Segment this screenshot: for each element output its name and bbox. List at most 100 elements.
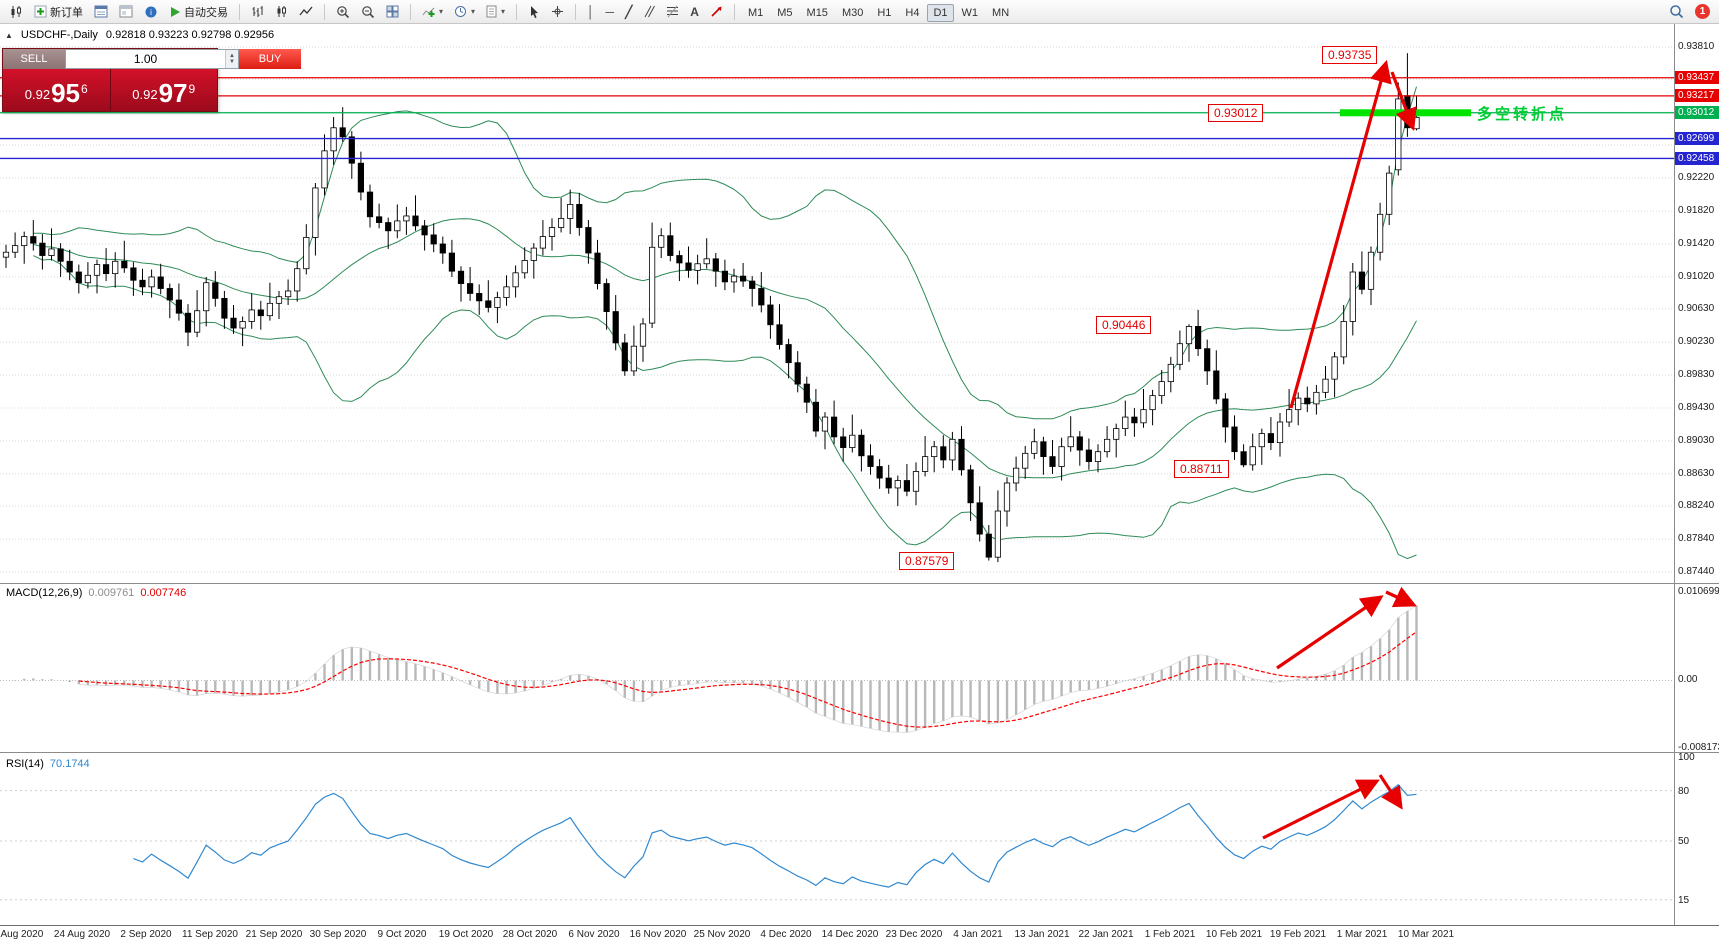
line-chart-icon[interactable] xyxy=(294,3,318,21)
panel-splitter[interactable] xyxy=(0,582,1719,586)
buy-price-big: 97 xyxy=(158,78,188,108)
buy-price[interactable]: 0.92 97 9 xyxy=(111,69,218,111)
volume-stepper[interactable]: ▲ ▼ xyxy=(65,49,239,69)
zoom-in-icon[interactable] xyxy=(331,3,355,21)
spin-up-icon[interactable]: ▲ xyxy=(229,53,235,59)
timeframe-m1[interactable]: M1 xyxy=(747,6,764,19)
one-click-collapse-icon[interactable]: ▲ xyxy=(5,30,13,40)
timeframe-h4[interactable]: H4 xyxy=(905,6,920,19)
plus-icon xyxy=(34,5,47,18)
symbol-name: USDCHF-,Daily xyxy=(20,29,98,41)
text-icon[interactable]: A xyxy=(690,4,699,19)
toolbar-separator xyxy=(410,3,411,20)
timeframe-m15[interactable]: M15 xyxy=(806,6,828,19)
spin-down-icon[interactable]: ▼ xyxy=(229,59,235,65)
price-scale-label: 0.92220 xyxy=(1678,172,1715,184)
rsi-scale-label: 80 xyxy=(1678,785,1690,797)
price-scale-label: 0.88240 xyxy=(1678,500,1715,512)
price-scale-label: 0.90230 xyxy=(1678,336,1715,348)
cursor-icon[interactable] xyxy=(523,3,545,21)
date-label: 9 Oct 2020 xyxy=(377,929,427,940)
market-watch-icon[interactable] xyxy=(89,3,113,21)
price-callout[interactable]: 0.87579 xyxy=(899,552,955,570)
autotrading-button[interactable]: 自动交易 xyxy=(164,3,233,21)
channel-icon[interactable] xyxy=(638,3,660,21)
date-label: 30 Sep 2020 xyxy=(309,929,367,940)
date-label: 10 Feb 2021 xyxy=(1205,929,1263,940)
price-scale-label: 0.89030 xyxy=(1678,434,1715,446)
timeframe-m30[interactable]: M30 xyxy=(841,6,864,19)
price-callout[interactable]: 0.90446 xyxy=(1096,316,1152,334)
navigator-icon[interactable]: i xyxy=(139,3,163,21)
timeframe-w1[interactable]: W1 xyxy=(961,6,979,19)
volume-input[interactable] xyxy=(66,50,225,68)
date-label: 25 Nov 2020 xyxy=(693,929,751,940)
date-label: 1 Feb 2021 xyxy=(1144,929,1196,940)
vertical-line-icon[interactable]: │ xyxy=(587,4,595,19)
date-label: 10 Mar 2021 xyxy=(1397,929,1455,940)
timeframe-d1[interactable]: D1 xyxy=(927,3,954,22)
bar-chart-icon[interactable] xyxy=(246,3,269,21)
timeframe-mn[interactable]: MN xyxy=(992,6,1010,19)
candlestick-icon[interactable] xyxy=(270,3,293,21)
data-window-icon[interactable] xyxy=(114,3,138,21)
toolbar-separator xyxy=(575,3,577,20)
play-icon xyxy=(171,6,180,17)
volume-spin[interactable]: ▲ ▼ xyxy=(225,50,238,68)
toolbar-separator xyxy=(324,3,325,20)
macd-scale-label: 0.010699 xyxy=(1678,586,1719,597)
trendline-icon[interactable]: ╱ xyxy=(625,4,633,19)
sell-price[interactable]: 0.92 95 6 xyxy=(3,69,110,111)
rsi-scale-label: 15 xyxy=(1678,894,1690,906)
date-label: 6 Nov 2020 xyxy=(568,929,620,940)
candlestick-chart-icon[interactable] xyxy=(4,3,28,21)
zoom-out-icon[interactable] xyxy=(356,3,380,21)
date-label: 11 Sep 2020 xyxy=(182,929,238,940)
notification-badge[interactable]: 1 xyxy=(1690,3,1715,21)
sell-button[interactable]: SELL xyxy=(3,49,65,69)
periods-button[interactable]: ▾ xyxy=(449,3,480,21)
price-divider xyxy=(109,69,111,111)
timeframe-h1[interactable]: H1 xyxy=(877,6,892,19)
indicators-button[interactable]: ▾ xyxy=(417,3,448,21)
date-label: 4 Jan 2021 xyxy=(953,929,1003,940)
price-callout[interactable]: 0.88711 xyxy=(1174,460,1229,478)
toolbar-separator xyxy=(516,3,518,20)
price-level-badge: 0.92458 xyxy=(1675,151,1719,165)
price-scale-label: 0.93810 xyxy=(1678,41,1715,52)
turning-point-annotation[interactable]: 多空转折点 xyxy=(1477,105,1568,123)
arrows-icon[interactable] xyxy=(705,3,728,21)
tile-windows-icon[interactable] xyxy=(381,3,404,21)
price-callout[interactable]: 0.93012 xyxy=(1208,104,1264,122)
date-label: 23 Dec 2020 xyxy=(885,929,943,940)
timeframe-group: M1 M5 M15 M30 H1 H4 D1 W1 MN xyxy=(741,3,1016,22)
date-label: 1 Mar 2021 xyxy=(1336,929,1388,940)
chevron-down-icon: ▾ xyxy=(439,7,444,16)
sell-price-sup: 6 xyxy=(81,82,88,96)
date-label: 4 Aug 2020 xyxy=(0,929,44,940)
fibonacci-icon[interactable] xyxy=(661,3,684,21)
price-callout[interactable]: 0.93735 xyxy=(1322,46,1378,64)
macd-scale-label: 0.00 xyxy=(1678,674,1698,686)
date-label: 16 Nov 2020 xyxy=(629,929,687,940)
search-icon[interactable] xyxy=(1664,3,1689,21)
autotrading-label: 自动交易 xyxy=(184,6,228,19)
date-label: 22 Jan 2021 xyxy=(1078,929,1134,940)
panel-splitter[interactable] xyxy=(0,751,1719,755)
templates-button[interactable]: ▾ xyxy=(481,3,510,21)
macd-name: MACD(12,26,9) xyxy=(6,587,83,599)
date-label: 21 Sep 2020 xyxy=(245,929,303,940)
crosshair-icon[interactable] xyxy=(546,3,569,21)
macd-main-value: 0.009761 xyxy=(88,587,135,599)
price-scale-label: 0.87440 xyxy=(1678,566,1715,577)
new-order-label: 新订单 xyxy=(50,6,83,19)
timeframe-m5[interactable]: M5 xyxy=(777,6,793,19)
toolbar-separator xyxy=(239,3,240,20)
new-order-button[interactable]: 新订单 xyxy=(29,3,88,21)
chevron-down-icon: ▾ xyxy=(471,7,476,16)
macd-indicator-label: MACD(12,26,9) 0.009761 0.007746 xyxy=(6,587,186,599)
buy-button[interactable]: BUY xyxy=(239,49,301,69)
macd-scale-label: -0.008173 xyxy=(1678,742,1719,753)
horizontal-line-icon[interactable]: ─ xyxy=(605,4,615,19)
